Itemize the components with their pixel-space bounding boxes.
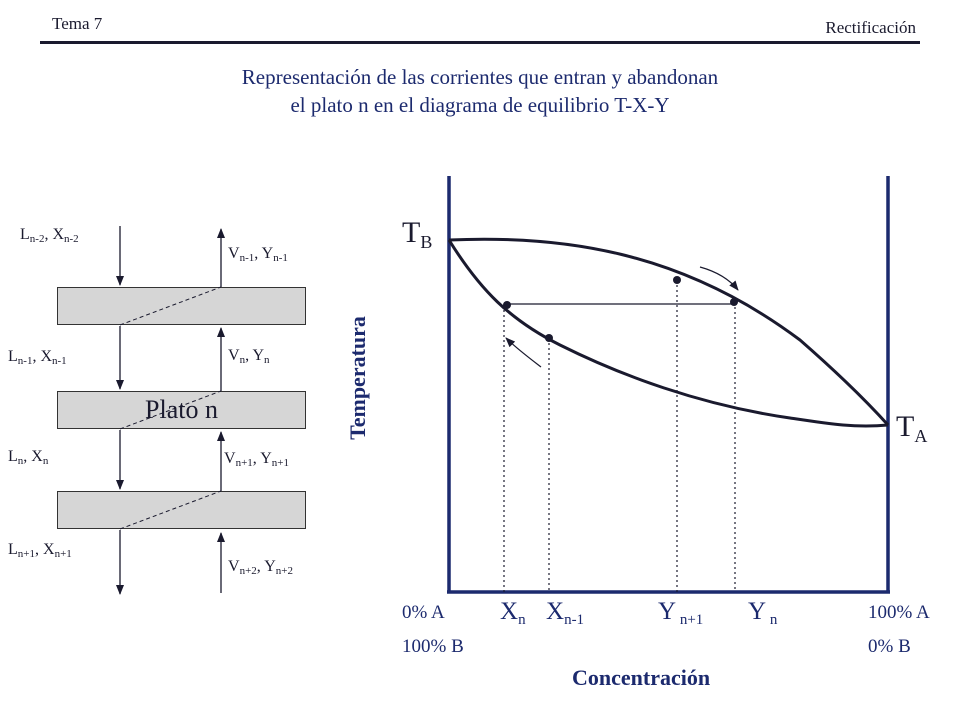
plate-lower — [57, 491, 306, 529]
section-label: Rectificación — [825, 18, 916, 37]
label-v-n: Vn, Yn — [228, 347, 270, 366]
label-tb: TB — [402, 216, 433, 252]
bubble-point-curve — [447, 239, 889, 428]
plate-n-diagonal — [119, 390, 222, 430]
x-mark-yn: Y n — [748, 598, 778, 628]
y-axis-title: Temperatura — [345, 316, 370, 440]
label-l-n: Ln, Xn — [8, 448, 49, 467]
x-mark-ynp1: Y n+1 — [658, 598, 704, 628]
title-line-2: el plato n en el diagrama de equilibrio … — [290, 93, 670, 117]
arrow-vapour-direction — [699, 266, 739, 291]
label-v-np1: Vn+1, Yn+1 — [224, 450, 289, 469]
label-l-nm2: Ln-2, Xn-2 — [20, 226, 79, 245]
left-end-line1: 0% A — [402, 602, 445, 623]
point-xn — [503, 301, 511, 309]
point-yn — [730, 298, 738, 306]
left-end-line2: 100% B — [402, 636, 464, 657]
dew-point-curve — [448, 237, 890, 427]
right-end-line1: 100% A — [868, 602, 930, 623]
x-axis-title: Concentración — [572, 665, 711, 690]
plate-n-label: Plato n — [145, 395, 218, 424]
right-end-line2: 0% B — [868, 636, 911, 657]
plate-upper — [57, 287, 306, 325]
label-ta: TA — [896, 410, 928, 446]
title-line-1: Representación de las corrientes que ent… — [241, 65, 719, 89]
plate-upper-diagonal — [119, 286, 222, 326]
topic-label: Tema 7 — [52, 14, 103, 33]
label-l-nm1: Ln-1, Xn-1 — [8, 348, 67, 367]
diagram-frame — [447, 176, 890, 594]
point-ynp1 — [673, 276, 681, 284]
label-v-nm1: Vn-1, Yn-1 — [228, 245, 288, 264]
label-v-np2: Vn+2, Yn+2 — [228, 558, 293, 577]
label-l-np1: Ln+1, Xn+1 — [8, 541, 72, 560]
x-mark-xnm1: Xn-1 — [546, 598, 585, 628]
slide-title: Representación de las corrientes que ent… — [80, 63, 880, 119]
point-xnm1 — [545, 334, 553, 342]
plate-lower-diagonal — [119, 490, 222, 530]
header-rule — [40, 41, 920, 44]
x-mark-xn: Xn — [500, 598, 526, 628]
arrow-liquid-direction — [505, 337, 542, 368]
plate-n — [57, 391, 306, 429]
